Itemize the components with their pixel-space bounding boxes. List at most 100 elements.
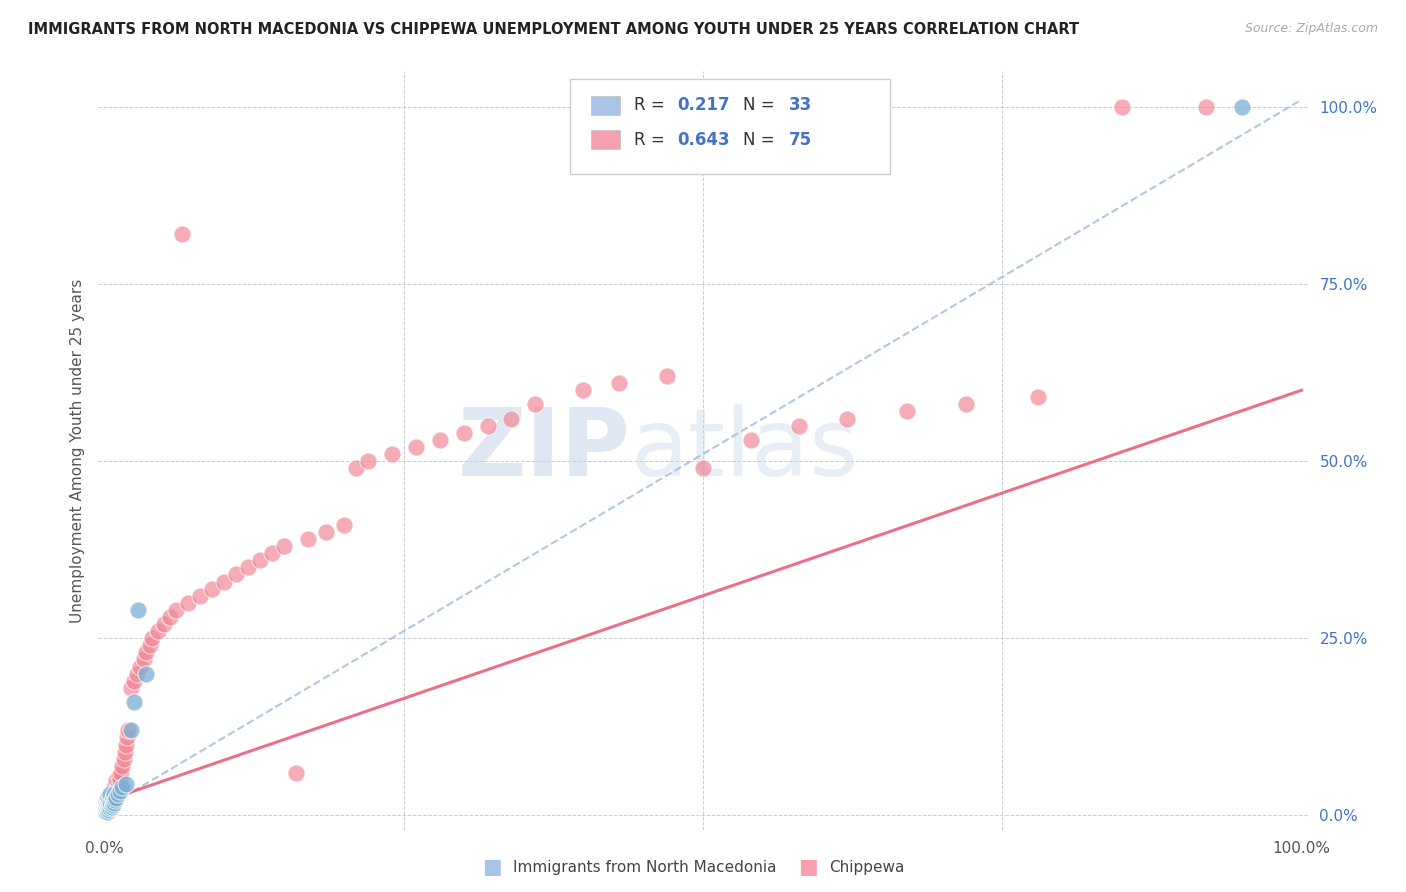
Point — [129, 659, 152, 673]
Point — [159, 610, 181, 624]
Text: R =: R = — [634, 96, 671, 114]
Point — [120, 723, 142, 738]
Point — [105, 772, 128, 787]
Text: ■: ■ — [482, 857, 502, 877]
Point — [120, 681, 142, 695]
Point — [108, 772, 131, 787]
FancyBboxPatch shape — [591, 130, 620, 149]
Point — [357, 454, 380, 468]
Point — [96, 803, 118, 817]
Point — [284, 765, 307, 780]
Point — [96, 790, 118, 805]
Point — [477, 418, 499, 433]
Point — [139, 638, 162, 652]
Point — [141, 632, 163, 646]
Point — [105, 783, 128, 797]
Point — [111, 759, 134, 773]
Text: atlas: atlas — [630, 404, 859, 497]
Point — [236, 560, 259, 574]
Text: 75: 75 — [789, 130, 813, 149]
FancyBboxPatch shape — [569, 79, 890, 174]
Point — [135, 666, 157, 681]
Point — [260, 546, 283, 560]
Point — [111, 780, 134, 794]
Point — [104, 793, 127, 807]
Point — [94, 794, 117, 808]
Point — [98, 803, 121, 817]
Point — [132, 652, 155, 666]
Point — [655, 369, 678, 384]
Point — [607, 376, 630, 391]
Point — [297, 532, 319, 546]
Point — [453, 425, 475, 440]
Point — [101, 783, 124, 797]
Point — [212, 574, 235, 589]
Point — [110, 765, 132, 780]
Point — [104, 787, 127, 801]
Point — [692, 461, 714, 475]
Point — [96, 797, 118, 812]
Point — [1230, 100, 1253, 114]
Point — [115, 731, 138, 745]
Point — [107, 787, 129, 801]
Text: R =: R = — [634, 130, 671, 149]
Point — [100, 801, 122, 815]
Point — [103, 780, 125, 794]
Text: 0.643: 0.643 — [678, 130, 730, 149]
Text: N =: N = — [742, 130, 780, 149]
Point — [100, 796, 122, 810]
Text: 33: 33 — [789, 96, 813, 114]
Point — [100, 790, 122, 805]
Point — [148, 624, 170, 639]
Point — [153, 617, 176, 632]
Point — [94, 801, 117, 815]
Point — [103, 790, 125, 805]
Point — [188, 589, 211, 603]
Point — [112, 752, 135, 766]
Point — [98, 797, 121, 812]
Point — [101, 790, 124, 805]
Point — [225, 567, 247, 582]
Point — [1026, 390, 1049, 404]
Point — [100, 787, 122, 801]
Point — [101, 794, 124, 808]
Point — [117, 723, 139, 738]
Point — [273, 539, 295, 553]
Point — [107, 769, 129, 783]
Point — [315, 524, 337, 539]
Point — [524, 397, 547, 411]
Point — [115, 738, 138, 752]
Point — [103, 787, 125, 801]
Point — [100, 787, 122, 801]
Point — [896, 404, 918, 418]
Point — [835, 411, 858, 425]
Point — [97, 790, 120, 805]
Point — [105, 790, 128, 805]
Point — [94, 805, 117, 819]
Point — [787, 418, 810, 433]
Point — [381, 447, 404, 461]
Point — [100, 794, 122, 808]
Point — [98, 800, 121, 814]
Text: ■: ■ — [799, 857, 818, 877]
Point — [125, 666, 148, 681]
Point — [124, 695, 146, 709]
Point — [97, 800, 120, 814]
Point — [249, 553, 271, 567]
Point — [172, 227, 194, 242]
Point — [127, 603, 149, 617]
Point — [96, 797, 118, 812]
Point — [344, 461, 367, 475]
Y-axis label: Unemployment Among Youth under 25 years: Unemployment Among Youth under 25 years — [69, 278, 84, 623]
Text: ZIP: ZIP — [457, 404, 630, 497]
Point — [96, 803, 118, 817]
Point — [333, 517, 356, 532]
Point — [115, 776, 138, 790]
Point — [100, 796, 122, 810]
Point — [135, 645, 157, 659]
Text: Chippewa: Chippewa — [830, 860, 905, 874]
Point — [165, 603, 187, 617]
Point — [501, 411, 523, 425]
Point — [955, 397, 977, 411]
Point — [97, 796, 120, 810]
